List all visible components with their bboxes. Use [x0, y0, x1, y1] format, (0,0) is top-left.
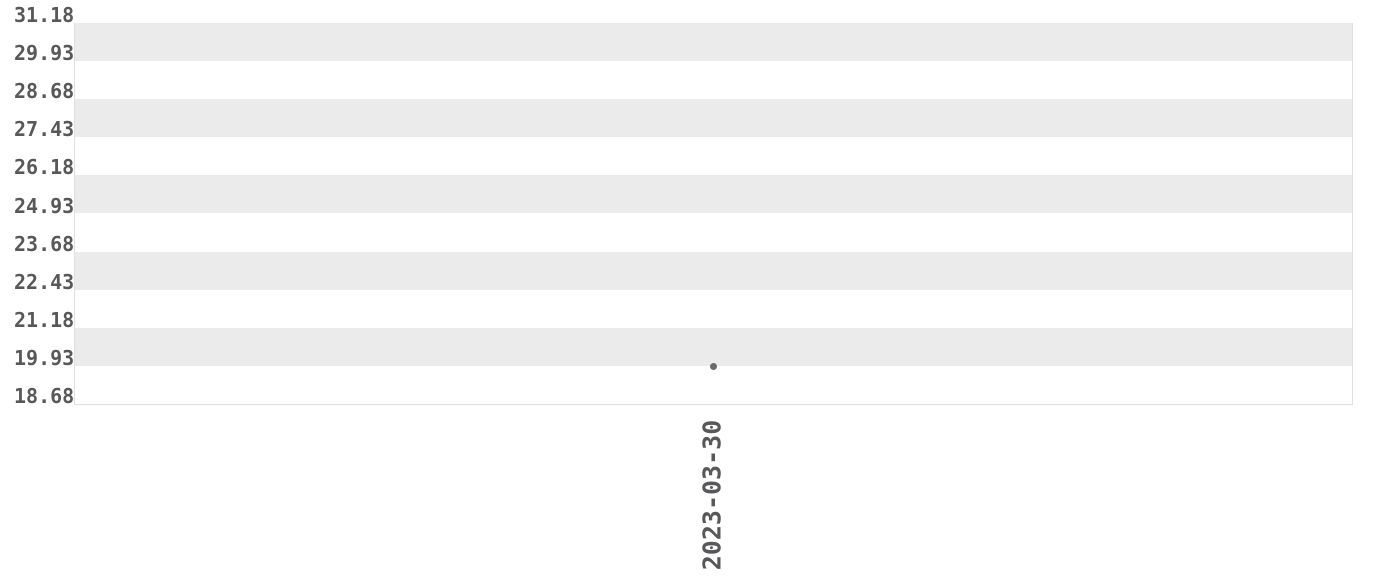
grid-band: [75, 251, 1352, 290]
grid-band: [75, 23, 1352, 62]
y-tick-label: 28.68: [14, 79, 75, 104]
y-tick-label: 29.93: [14, 41, 75, 66]
y-tick-label: 22.43: [14, 269, 75, 294]
y-tick-label: 31.18: [14, 3, 75, 27]
y-tick-label: 26.18: [14, 155, 75, 180]
grid-band: [75, 365, 1352, 404]
y-tick-label: 19.93: [14, 345, 75, 370]
grid-band: [75, 137, 1352, 176]
y-tick-label: 18.68: [14, 384, 75, 408]
y-tick-label: 24.93: [14, 193, 75, 218]
grid-band: [75, 61, 1352, 100]
y-tick-label: 23.68: [14, 231, 75, 256]
grid-band: [75, 289, 1352, 328]
grid-band: [75, 327, 1352, 366]
grid-band: [75, 99, 1352, 138]
y-tick-label: 27.43: [14, 117, 75, 142]
grid-band: [75, 213, 1352, 252]
grid-band: [75, 175, 1352, 214]
plot-area: [74, 23, 1353, 405]
y-tick-label: 21.18: [14, 307, 75, 332]
x-tick-label: 2023-03-30: [697, 419, 727, 571]
data-point[interactable]: [710, 363, 717, 371]
